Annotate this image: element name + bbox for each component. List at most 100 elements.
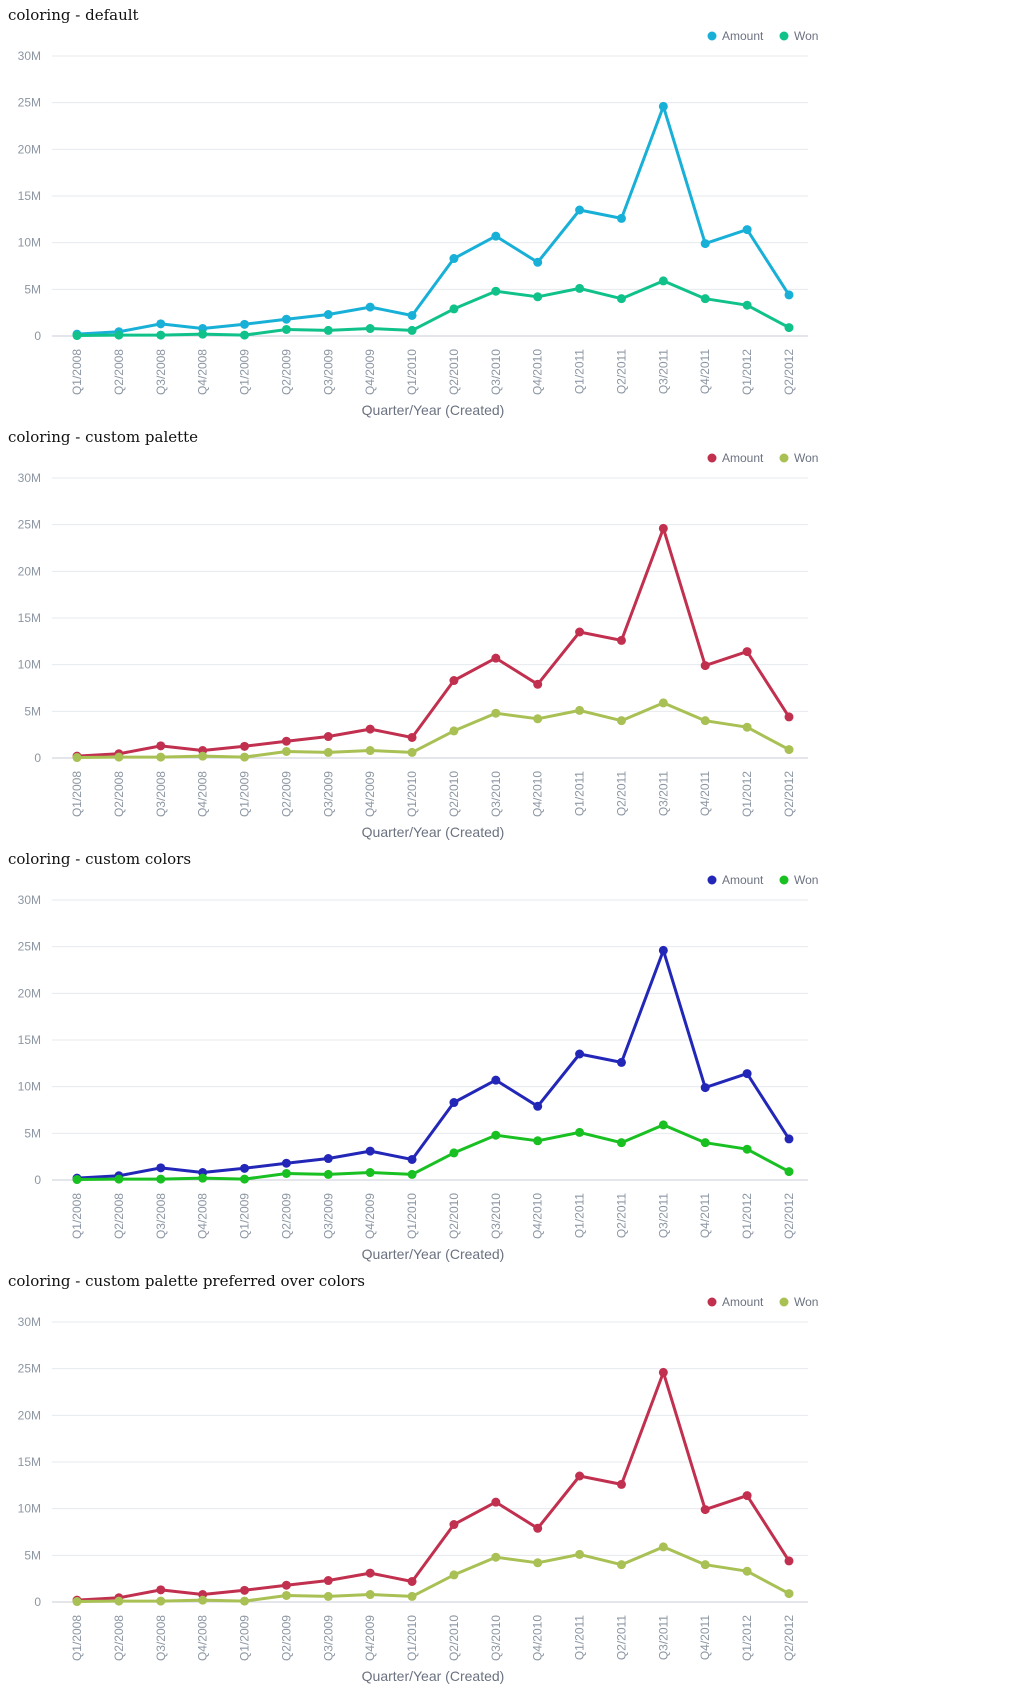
x-tick-label: Q3/2010 bbox=[489, 349, 503, 395]
data-point bbox=[533, 1136, 543, 1146]
y-tick-label: 0 bbox=[34, 329, 41, 343]
data-point bbox=[365, 724, 375, 734]
data-point bbox=[156, 319, 166, 329]
data-point bbox=[658, 698, 668, 708]
data-point bbox=[575, 1471, 585, 1481]
y-tick-label: 10M bbox=[18, 236, 41, 250]
x-tick-label: Q1/2009 bbox=[238, 1615, 252, 1661]
x-tick-label: Q1/2012 bbox=[740, 1615, 754, 1661]
legend-label: Won bbox=[794, 873, 818, 887]
series-line bbox=[75, 701, 791, 759]
x-tick-label: Q3/2011 bbox=[656, 771, 670, 816]
data-point bbox=[616, 1138, 626, 1148]
data-point bbox=[407, 325, 417, 335]
data-point bbox=[323, 1169, 333, 1179]
y-tick-label: 10M bbox=[18, 1080, 41, 1094]
x-tick-label: Q3/2010 bbox=[489, 1193, 503, 1239]
data-point bbox=[72, 1597, 82, 1607]
x-axis-title: Quarter/Year (Created) bbox=[362, 824, 505, 840]
x-tick-label: Q4/2010 bbox=[531, 1615, 545, 1661]
y-tick-label: 30M bbox=[18, 893, 41, 907]
legend-label: Amount bbox=[722, 873, 764, 887]
chart-title: coloring - default bbox=[8, 6, 139, 24]
data-point bbox=[616, 1057, 626, 1067]
x-tick-label: Q1/2009 bbox=[238, 771, 252, 817]
data-point bbox=[533, 714, 543, 724]
data-point bbox=[616, 1560, 626, 1570]
y-axis: 0 5M 10M 15M 20M 25M 30M bbox=[18, 49, 42, 343]
x-tick-label: Q4/2008 bbox=[196, 771, 210, 817]
x-tick-label: Q1/2012 bbox=[740, 1193, 754, 1239]
x-tick-label: Q1/2010 bbox=[405, 771, 419, 817]
x-tick-label: Q3/2009 bbox=[321, 349, 335, 395]
data-point bbox=[281, 324, 291, 334]
legend: Amount Won bbox=[707, 451, 818, 465]
data-point bbox=[323, 1591, 333, 1601]
x-tick-label: Q2/2012 bbox=[782, 1193, 796, 1239]
y-tick-label: 25M bbox=[18, 96, 41, 110]
x-tick-label: Q1/2009 bbox=[238, 1193, 252, 1239]
y-tick-label: 15M bbox=[18, 189, 41, 203]
data-point bbox=[365, 1146, 375, 1156]
data-point bbox=[323, 1154, 333, 1164]
x-tick-label: Q2/2011 bbox=[614, 771, 628, 816]
data-point bbox=[700, 1138, 710, 1148]
x-tick-label: Q2/2009 bbox=[279, 771, 293, 817]
data-point bbox=[658, 523, 668, 533]
data-point bbox=[365, 1590, 375, 1600]
x-axis: Q1/2008 Q2/2008 Q3/2008 Q4/2008 Q1/2009 Q2/20… bbox=[70, 349, 796, 395]
y-tick-label: 5M bbox=[24, 704, 41, 718]
data-point bbox=[323, 325, 333, 335]
legend-marker bbox=[779, 1297, 789, 1307]
data-point bbox=[784, 745, 794, 755]
y-tick-label: 10M bbox=[18, 1502, 41, 1516]
x-tick-label: Q2/2008 bbox=[112, 1193, 126, 1239]
x-tick-label: Q2/2008 bbox=[112, 349, 126, 395]
y-tick-label: 20M bbox=[18, 986, 41, 1000]
legend: Amount Won bbox=[707, 29, 818, 43]
data-point bbox=[281, 1580, 291, 1590]
x-tick-label: Q3/2008 bbox=[154, 1193, 168, 1239]
series-line bbox=[75, 526, 791, 758]
data-point bbox=[156, 1585, 166, 1595]
data-point bbox=[658, 276, 668, 286]
data-point bbox=[449, 1148, 459, 1158]
series-won bbox=[72, 1120, 794, 1185]
x-tick-label: Q4/2008 bbox=[196, 1615, 210, 1661]
data-point bbox=[72, 1175, 82, 1185]
data-point bbox=[575, 1549, 585, 1559]
x-tick-label: Q1/2010 bbox=[405, 1615, 419, 1661]
y-tick-label: 10M bbox=[18, 658, 41, 672]
x-axis: Q1/2008 Q2/2008 Q3/2008 Q4/2008 Q1/2009 Q2/20… bbox=[70, 1193, 796, 1239]
data-point bbox=[449, 676, 459, 686]
chart-panel-default: coloring - default 0 5M 10M 15M 20M 25M 30M Q1/… bbox=[0, 0, 1024, 422]
x-tick-label: Q4/2008 bbox=[196, 1193, 210, 1239]
x-tick-label: Q1/2011 bbox=[573, 1193, 587, 1238]
data-point bbox=[72, 331, 82, 341]
series-amount bbox=[72, 101, 794, 339]
data-point bbox=[114, 752, 124, 762]
data-point bbox=[533, 1101, 543, 1111]
data-point bbox=[407, 1154, 417, 1164]
data-point bbox=[449, 304, 459, 314]
x-tick-label: Q2/2011 bbox=[614, 1193, 628, 1238]
data-point bbox=[365, 1568, 375, 1578]
x-tick-label: Q2/2010 bbox=[447, 771, 461, 817]
data-point bbox=[240, 1596, 250, 1606]
data-point bbox=[575, 205, 585, 215]
x-tick-label: Q1/2011 bbox=[573, 349, 587, 394]
series-line bbox=[75, 279, 791, 337]
data-point bbox=[742, 225, 752, 235]
data-point bbox=[700, 239, 710, 249]
y-tick-label: 25M bbox=[18, 518, 41, 532]
x-axis: Q1/2008 Q2/2008 Q3/2008 Q4/2008 Q1/2009 Q2/20… bbox=[70, 771, 796, 817]
data-point bbox=[658, 101, 668, 111]
data-point bbox=[784, 1167, 794, 1177]
y-tick-label: 25M bbox=[18, 1362, 41, 1376]
data-point bbox=[240, 330, 250, 340]
x-tick-label: Q1/2012 bbox=[740, 771, 754, 817]
data-point bbox=[407, 310, 417, 320]
data-point bbox=[365, 746, 375, 756]
series-amount bbox=[72, 1367, 794, 1605]
